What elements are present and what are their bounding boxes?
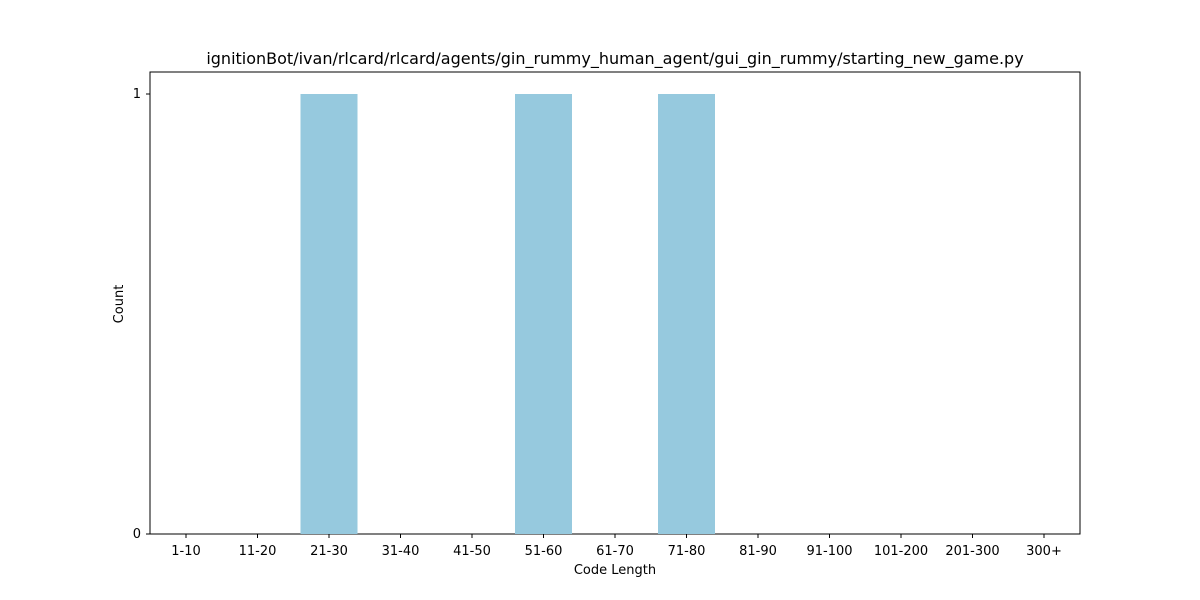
x-axis-label: Code Length: [574, 563, 656, 578]
bar-21-30: [300, 94, 358, 534]
x-tick-label: 31-40: [382, 544, 420, 559]
bar-71-80: [658, 94, 715, 534]
y-tick-label: 1: [133, 87, 141, 102]
x-axis-ticks: 1-10 11-20 21-30 31-40 41-50 51-60 61-70 71-80 8…: [171, 534, 1062, 559]
bar-51-60: [515, 94, 572, 534]
y-tick-label: 0: [133, 527, 141, 542]
plot-area-frame: [149, 71, 1081, 535]
x-tick-label: 1-10: [171, 544, 201, 559]
x-tick-label: 300+: [1026, 544, 1062, 559]
y-axis-ticks: 01: [133, 87, 150, 542]
x-tick-label: 11-20: [239, 544, 277, 559]
bars-layer: [300, 94, 715, 534]
x-tick-label: 101-200: [874, 544, 928, 559]
x-tick-label: 41-50: [453, 544, 491, 559]
y-axis-label: Count: [112, 285, 127, 324]
x-tick-label: 61-70: [596, 544, 634, 559]
x-tick-label: 51-60: [525, 544, 563, 559]
x-tick-label: 91-100: [806, 544, 852, 559]
x-tick-label: 81-90: [739, 544, 777, 559]
x-tick-label: 71-80: [668, 544, 706, 559]
x-tick-label: 201-300: [945, 544, 999, 559]
x-tick-label: 21-30: [310, 544, 348, 559]
chart-title: ignitionBot/ivan/rlcard/rlcard/agents/gi…: [206, 49, 1023, 69]
